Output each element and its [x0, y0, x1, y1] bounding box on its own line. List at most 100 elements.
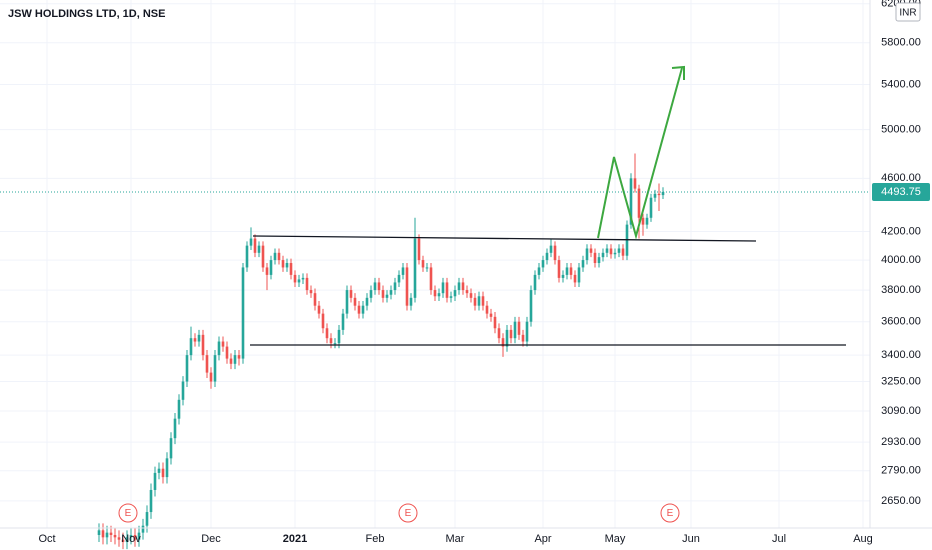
- candle-body: [205, 355, 209, 373]
- y-tick-label: 2930.00: [881, 436, 921, 448]
- candle-body: [481, 296, 485, 306]
- candle-body: [505, 329, 509, 347]
- y-tick-label: 2790.00: [881, 465, 921, 477]
- candle-body: [289, 263, 293, 275]
- candle-body: [421, 260, 425, 268]
- y-tick-label: 3090.00: [881, 405, 921, 417]
- candle-body: [437, 293, 441, 297]
- candle-body: [589, 248, 593, 253]
- x-tick-label: Oct: [38, 533, 55, 545]
- y-tick-label: 5000.00: [881, 123, 921, 135]
- candle-body: [409, 297, 413, 306]
- candle-body: [281, 260, 285, 268]
- candle-body: [109, 532, 113, 535]
- candle-body: [393, 282, 397, 291]
- candle-body: [441, 282, 445, 294]
- earnings-marker: [118, 503, 138, 523]
- candle-body: [113, 534, 117, 538]
- candle-body: [381, 290, 385, 298]
- y-tick-label: 4600.00: [881, 172, 921, 184]
- candle-body: [261, 245, 265, 268]
- candle-body: [173, 418, 177, 439]
- candle-body: [301, 277, 305, 280]
- candle-body: [373, 282, 377, 291]
- x-tick-label: Dec: [201, 533, 221, 545]
- candle-body: [101, 530, 105, 538]
- x-tick-label: May: [605, 533, 626, 545]
- earnings-label: E: [667, 508, 674, 519]
- candle-body: [337, 329, 341, 344]
- candle-body: [157, 468, 161, 473]
- candle-body: [197, 334, 201, 342]
- candle-body: [601, 252, 605, 258]
- candle-body: [125, 537, 129, 543]
- candle-body: [121, 539, 125, 543]
- candle-body: [521, 334, 525, 342]
- candle-body: [645, 217, 649, 225]
- candle-body: [473, 297, 477, 306]
- candle-body: [401, 267, 405, 275]
- currency-label: INR: [899, 8, 916, 19]
- candle-body: [237, 355, 241, 359]
- candle-body: [577, 267, 581, 283]
- candle-body: [165, 458, 169, 478]
- x-tick-label: Aug: [853, 533, 873, 545]
- candle-body: [449, 296, 453, 298]
- candle-body: [357, 305, 361, 314]
- candle-body: [241, 267, 245, 359]
- candle-body: [445, 282, 449, 298]
- candle-body: [641, 217, 645, 225]
- candle-body: [265, 267, 269, 275]
- candle-body: [97, 530, 101, 535]
- candle-body: [309, 290, 313, 294]
- candle-body: [433, 290, 437, 297]
- earnings-marker: [660, 503, 680, 523]
- candle-body: [149, 489, 153, 513]
- candle-body: [545, 252, 549, 261]
- earnings-label: E: [125, 508, 132, 519]
- candle-body: [213, 355, 217, 382]
- candle-body: [245, 245, 249, 268]
- candle-body: [621, 248, 625, 256]
- candle-body: [553, 245, 557, 261]
- chart-title: JSW HOLDINGS LTD, 1D, NSE: [8, 8, 165, 20]
- candle-body: [397, 274, 401, 283]
- candle-body: [477, 296, 481, 306]
- candle-body: [217, 341, 221, 356]
- candle-body: [177, 399, 181, 419]
- candle-body: [313, 293, 317, 306]
- candle-body: [377, 282, 381, 291]
- candle-body: [565, 267, 569, 275]
- y-tick-label: 4000.00: [881, 254, 921, 266]
- candle-body: [561, 274, 565, 278]
- candle-body: [225, 346, 229, 359]
- candle-body: [365, 297, 369, 306]
- candle-body: [117, 537, 121, 540]
- currency-badge: [895, 2, 921, 22]
- candle-body: [573, 274, 577, 283]
- candle-body: [305, 277, 309, 291]
- candle-body: [517, 321, 521, 335]
- candle-body: [469, 293, 473, 298]
- candle-body: [617, 248, 621, 253]
- candle-body: [325, 328, 329, 339]
- projection-arrowhead: [671, 65, 685, 80]
- x-tick-label: Apr: [534, 533, 551, 545]
- x-tick-label: Feb: [366, 533, 385, 545]
- candle-body: [529, 290, 533, 322]
- x-tick-label: 2021: [283, 533, 307, 545]
- candle-body: [385, 294, 389, 298]
- candle-body: [497, 328, 501, 339]
- y-tick-label: 3250.00: [881, 375, 921, 387]
- candle-body: [181, 381, 185, 400]
- candle-body: [361, 305, 365, 314]
- x-tick-label: Nov: [121, 533, 141, 545]
- candle-body: [593, 252, 597, 264]
- candle-body: [269, 260, 273, 275]
- candle-body: [369, 290, 373, 298]
- candle-body: [493, 316, 497, 329]
- candle-body: [425, 267, 429, 269]
- candle-body: [585, 248, 589, 261]
